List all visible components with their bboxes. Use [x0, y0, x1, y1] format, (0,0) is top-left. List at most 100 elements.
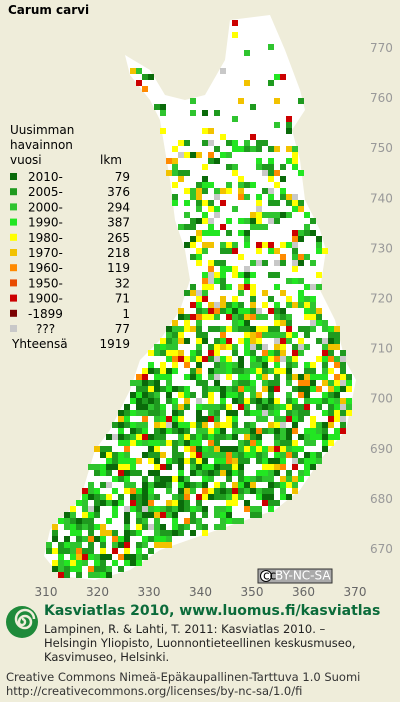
observation-cell — [268, 296, 274, 302]
observation-cell — [160, 416, 166, 422]
observation-cell — [292, 194, 298, 200]
observation-cell — [196, 494, 202, 500]
observation-cell — [118, 464, 124, 470]
observation-cell — [274, 122, 280, 128]
observation-cell — [130, 422, 136, 428]
observation-cell — [238, 302, 244, 308]
observation-cell — [136, 506, 142, 512]
observation-cell — [172, 446, 178, 452]
observation-cell — [208, 344, 214, 350]
observation-cell — [94, 512, 100, 518]
observation-cell — [256, 392, 262, 398]
observation-cell — [226, 518, 232, 524]
observation-cell — [226, 512, 232, 518]
observation-cell — [238, 314, 244, 320]
observation-cell — [190, 434, 196, 440]
observation-cell — [208, 302, 214, 308]
observation-cell — [148, 458, 154, 464]
observation-cell — [322, 326, 328, 332]
observation-cell — [124, 482, 130, 488]
observation-cell — [298, 230, 304, 236]
observation-cell — [208, 392, 214, 398]
observation-cell — [286, 116, 292, 122]
observation-cell — [220, 512, 226, 518]
observation-cell — [178, 416, 184, 422]
observation-cell — [124, 536, 130, 542]
observation-cell — [280, 434, 286, 440]
observation-cell — [88, 572, 94, 578]
observation-cell — [166, 344, 172, 350]
observation-cell — [136, 494, 142, 500]
observation-cell — [250, 308, 256, 314]
observation-cell — [136, 392, 142, 398]
observation-cell — [136, 488, 142, 494]
observation-cell — [274, 260, 280, 266]
observation-cell — [190, 446, 196, 452]
observation-cell — [286, 296, 292, 302]
observation-cell — [202, 416, 208, 422]
observation-cell — [214, 212, 220, 218]
observation-cell — [178, 452, 184, 458]
observation-cell — [274, 248, 280, 254]
observation-cell — [232, 248, 238, 254]
observation-cell — [178, 338, 184, 344]
observation-cell — [220, 506, 226, 512]
observation-cell — [190, 512, 196, 518]
observation-cell — [220, 488, 226, 494]
observation-cell — [118, 410, 124, 416]
observation-cell — [322, 440, 328, 446]
observation-cell — [46, 548, 52, 554]
legend-heading: Uusimman — [10, 123, 74, 137]
observation-cell — [196, 464, 202, 470]
observation-cell — [190, 392, 196, 398]
observation-cell — [310, 440, 316, 446]
observation-cell — [202, 482, 208, 488]
observation-cell — [94, 446, 100, 452]
x-tick-label: 370 — [344, 585, 367, 599]
observation-cell — [334, 338, 340, 344]
observation-cell — [160, 344, 166, 350]
observation-cell — [208, 152, 214, 158]
observation-cell — [160, 542, 166, 548]
observation-cell — [226, 494, 232, 500]
observation-cell — [250, 386, 256, 392]
observation-cell — [316, 242, 322, 248]
observation-cell — [286, 398, 292, 404]
observation-cell — [238, 320, 244, 326]
observation-cell — [88, 536, 94, 542]
observation-cell — [154, 422, 160, 428]
observation-cell — [178, 350, 184, 356]
observation-cell — [190, 236, 196, 242]
observation-cell — [232, 518, 238, 524]
observation-cell — [148, 524, 154, 530]
observation-cell — [322, 446, 328, 452]
observation-cell — [280, 488, 286, 494]
observation-cell — [286, 362, 292, 368]
observation-cell — [154, 440, 160, 446]
observation-cell — [244, 194, 250, 200]
observation-cell — [154, 434, 160, 440]
observation-cell — [160, 536, 166, 542]
observation-cell — [280, 188, 286, 194]
observation-cell — [142, 482, 148, 488]
observation-cell — [148, 470, 154, 476]
observation-cell — [238, 374, 244, 380]
observation-cell — [184, 440, 190, 446]
observation-cell — [154, 344, 160, 350]
observation-cell — [208, 206, 214, 212]
observation-cell — [208, 440, 214, 446]
observation-cell — [166, 440, 172, 446]
observation-cell — [130, 434, 136, 440]
observation-cell — [244, 242, 250, 248]
observation-cell — [292, 482, 298, 488]
observation-cell — [268, 212, 274, 218]
observation-cell — [340, 422, 346, 428]
observation-cell — [346, 380, 352, 386]
observation-cell — [334, 374, 340, 380]
observation-cell — [178, 224, 184, 230]
observation-cell — [304, 368, 310, 374]
observation-cell — [292, 236, 298, 242]
observation-cell — [82, 512, 88, 518]
observation-cell — [334, 380, 340, 386]
observation-cell — [226, 308, 232, 314]
